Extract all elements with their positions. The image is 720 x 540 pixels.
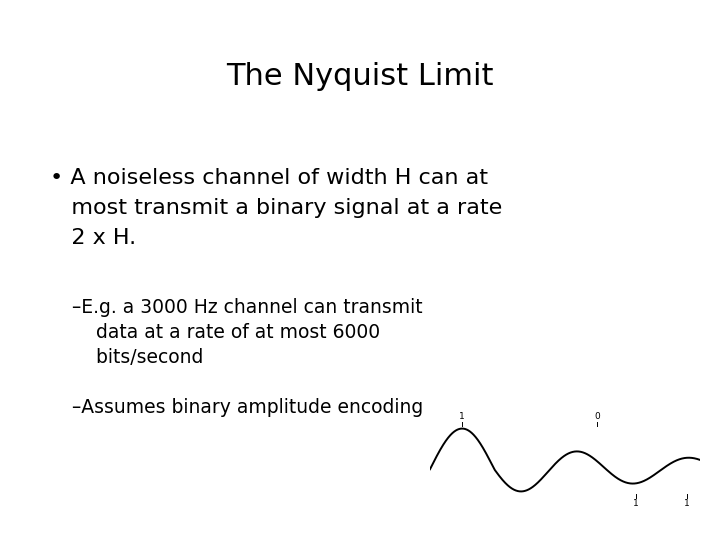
Text: –E.g. a 3000 Hz channel can transmit: –E.g. a 3000 Hz channel can transmit — [72, 298, 423, 317]
Text: • A noiseless channel of width H can at: • A noiseless channel of width H can at — [50, 168, 488, 188]
Text: 1: 1 — [459, 413, 465, 421]
Text: The Nyquist Limit: The Nyquist Limit — [226, 62, 494, 91]
Text: 1: 1 — [684, 498, 690, 508]
Text: –Assumes binary amplitude encoding: –Assumes binary amplitude encoding — [72, 398, 423, 417]
Text: data at a rate of at most 6000: data at a rate of at most 6000 — [72, 323, 380, 342]
Text: 1: 1 — [633, 498, 639, 508]
Text: most transmit a binary signal at a rate: most transmit a binary signal at a rate — [50, 198, 503, 218]
Text: bits/second: bits/second — [72, 348, 203, 367]
Text: 2 x H.: 2 x H. — [50, 228, 136, 248]
Text: 0: 0 — [594, 413, 600, 421]
